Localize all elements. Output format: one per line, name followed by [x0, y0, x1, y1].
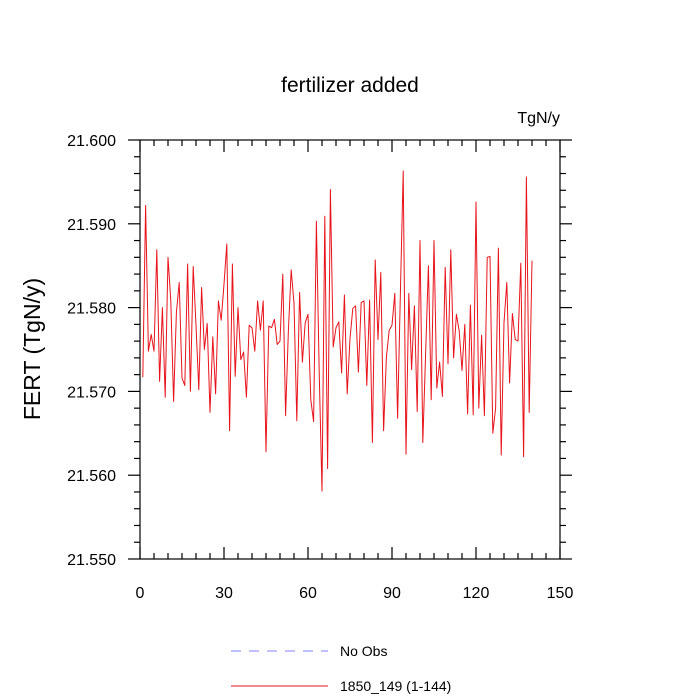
y-tick-label: 21.590: [67, 217, 116, 234]
y-tick-label: 21.570: [67, 384, 116, 401]
x-tick-label: 30: [215, 585, 233, 602]
y-tick-label: 21.550: [67, 552, 116, 569]
y-axis-title: FERT (TgN/y): [19, 278, 45, 420]
x-tick-label: 120: [463, 585, 490, 602]
y-tick-label: 21.580: [67, 301, 116, 318]
x-tick-label: 60: [299, 585, 317, 602]
x-tick-label: 90: [383, 585, 401, 602]
y-tick-label: 21.600: [67, 133, 116, 150]
units-label: TgN/y: [517, 110, 560, 127]
legend-label: No Obs: [340, 643, 387, 659]
x-tick-label: 150: [547, 585, 574, 602]
axis-ticks: 0 30 60 90 120 150 21.550 21.560 21.570 21.580 21.…: [67, 133, 573, 602]
legend-label: 1850_149 (1-144): [340, 678, 451, 694]
y-tick-label: 21.560: [67, 468, 116, 485]
chart-title: fertilizer added: [281, 74, 419, 97]
series-line-1850-149: [142, 170, 533, 492]
series-layer: [142, 170, 533, 492]
legend: No Obs 1850_149 (1-144): [231, 643, 451, 694]
x-tick-label: 0: [136, 585, 145, 602]
